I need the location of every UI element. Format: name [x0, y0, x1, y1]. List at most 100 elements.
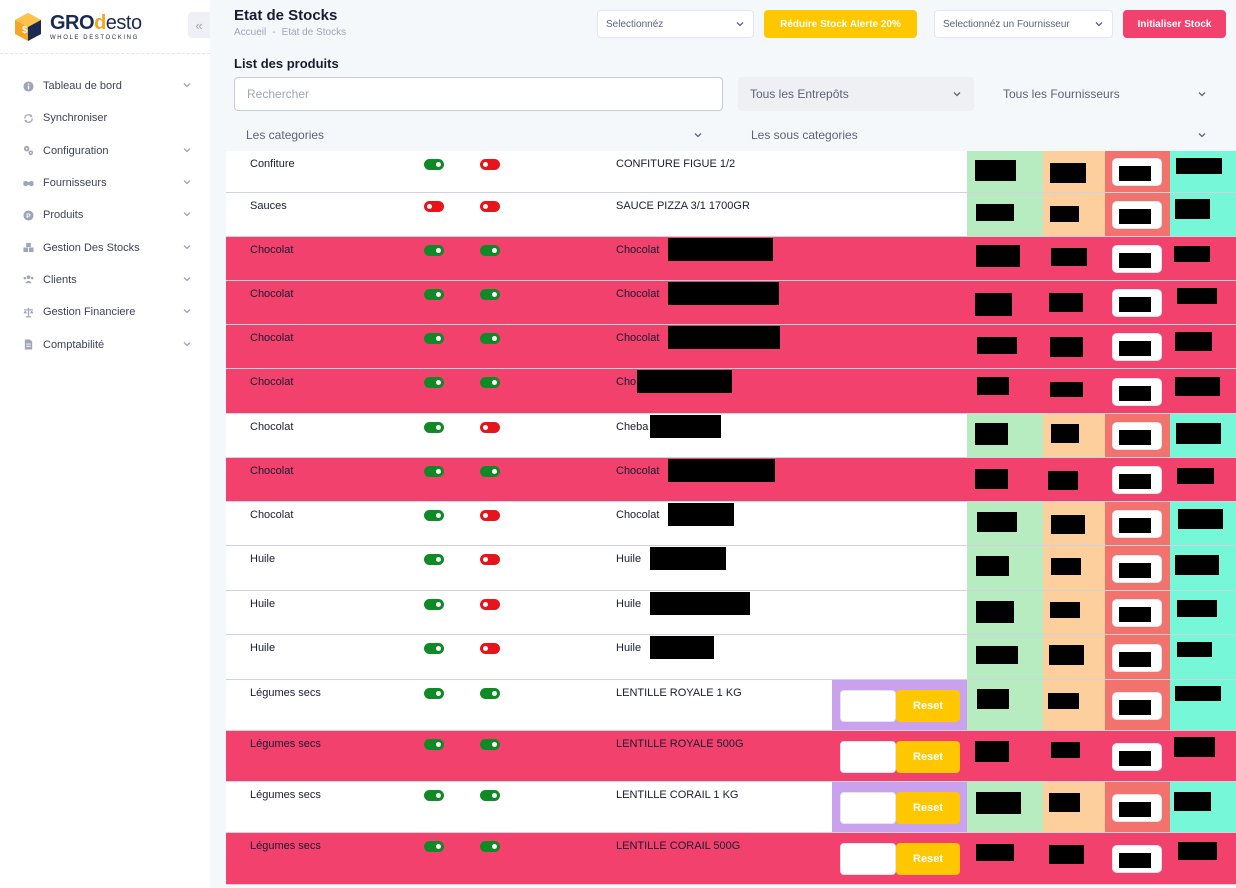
visibility-toggle[interactable]	[480, 201, 500, 212]
redacted-value	[977, 689, 1009, 709]
redacted-value	[975, 423, 1008, 445]
visibility-toggle[interactable]	[480, 688, 500, 699]
status-toggle[interactable]	[424, 333, 444, 344]
adjust-quantity-input[interactable]	[840, 792, 896, 824]
adjust-quantity-input[interactable]	[840, 690, 896, 722]
visibility-toggle[interactable]	[480, 510, 500, 521]
visibility-toggle[interactable]	[480, 739, 500, 750]
status-toggle[interactable]	[424, 643, 444, 654]
visibility-toggle[interactable]	[480, 333, 500, 344]
table-row: Chocolat Chocolat	[226, 325, 1236, 369]
category-cell: Légumes secs	[250, 687, 321, 699]
sidebar-item-label: Clients	[43, 273, 77, 286]
stock-quantity-box[interactable]	[1112, 289, 1162, 317]
visibility-toggle[interactable]	[480, 159, 500, 170]
redacted-value	[1050, 206, 1079, 222]
stock-quantity-box[interactable]	[1112, 333, 1162, 361]
status-toggle[interactable]	[424, 688, 444, 699]
select-dropdown[interactable]: Selectionnéz	[597, 10, 754, 38]
sidebar-item-produits[interactable]: P Produits	[0, 199, 210, 231]
sidebar-menu: Tableau de bord Synchroniser Configuration…	[0, 70, 210, 361]
stock-quantity-box[interactable]	[1112, 158, 1162, 186]
breadcrumb-home[interactable]: Accueil	[234, 27, 267, 38]
redacted-value	[976, 245, 1020, 267]
supplier-filter[interactable]: Tous les Fournisseurs	[991, 77, 1219, 111]
stock-quantity-box[interactable]	[1112, 743, 1162, 771]
visibility-toggle[interactable]	[480, 245, 500, 256]
stock-quantity-box[interactable]	[1112, 599, 1162, 627]
redacted-value	[1175, 199, 1210, 219]
product-name-cell: Cheba	[616, 421, 649, 433]
stock-quantity-box[interactable]	[1112, 422, 1162, 450]
reset-button[interactable]: Reset	[896, 690, 960, 722]
reset-button[interactable]: Reset	[896, 792, 960, 824]
table-row: Chocolat Chocolat	[226, 502, 1236, 546]
adjust-quantity-input[interactable]	[840, 843, 896, 875]
category-filter[interactable]: Les categories	[234, 118, 715, 152]
status-toggle[interactable]	[424, 159, 444, 170]
visibility-toggle[interactable]	[480, 466, 500, 477]
product-name-cell: Cho	[616, 376, 637, 388]
status-toggle[interactable]	[424, 510, 444, 521]
reduce-stock-alert-button[interactable]: Réduire Stock Alerte 20%	[764, 10, 917, 38]
visibility-toggle[interactable]	[480, 377, 500, 388]
status-toggle[interactable]	[424, 422, 444, 433]
initialize-stock-button[interactable]: Initialiser Stock	[1123, 10, 1226, 38]
visibility-toggle[interactable]	[480, 643, 500, 654]
reset-button[interactable]: Reset	[896, 843, 960, 875]
svg-text:$: $	[22, 25, 28, 36]
sidebar-item-label: Synchroniser	[43, 112, 108, 125]
status-toggle[interactable]	[424, 599, 444, 610]
stock-quantity-box[interactable]	[1112, 378, 1162, 406]
status-toggle[interactable]	[424, 466, 444, 477]
visibility-toggle[interactable]	[480, 554, 500, 565]
visibility-toggle[interactable]	[480, 422, 500, 433]
redacted-value	[1177, 288, 1217, 304]
stock-quantity-box[interactable]	[1112, 845, 1162, 873]
table-row: Légumes secs LENTILLE ROYALE 1 KG Reset	[226, 680, 1236, 731]
status-toggle[interactable]	[424, 289, 444, 300]
redacted-value	[1051, 558, 1081, 575]
reset-button[interactable]: Reset	[896, 741, 960, 773]
stock-quantity-box[interactable]	[1112, 644, 1162, 672]
category-cell: Chocolat	[250, 244, 294, 256]
adjust-quantity-input[interactable]	[840, 741, 896, 773]
redacted-value	[976, 646, 1018, 664]
sidebar-item-fournisseurs[interactable]: Fournisseurs	[0, 167, 210, 199]
sidebar-item-comptabilite[interactable]: Comptabilité	[0, 328, 210, 360]
status-toggle[interactable]	[424, 790, 444, 801]
visibility-toggle[interactable]	[480, 790, 500, 801]
supplier-select[interactable]: Selectionnéz un Fournisseur	[934, 10, 1113, 38]
table-row: Confiture CONFITURE FIGUE 1/2	[226, 151, 1236, 193]
visibility-toggle[interactable]	[480, 841, 500, 852]
sidebar-item-gestion-financiere[interactable]: Gestion Financiere	[0, 296, 210, 328]
visibility-toggle[interactable]	[480, 289, 500, 300]
stock-quantity-box[interactable]	[1112, 555, 1162, 583]
warehouse-filter[interactable]: Tous les Entrepôts	[738, 77, 974, 111]
stock-quantity-box[interactable]	[1112, 510, 1162, 538]
visibility-toggle[interactable]	[480, 599, 500, 610]
table-row: Chocolat Chocolat	[226, 281, 1236, 325]
sidebar-item-tableau-de-bord[interactable]: Tableau de bord	[0, 70, 210, 102]
status-toggle[interactable]	[424, 245, 444, 256]
stock-quantity-box[interactable]	[1112, 245, 1162, 273]
stock-quantity-box[interactable]	[1112, 794, 1162, 822]
sidebar-item-configuration[interactable]: Configuration	[0, 135, 210, 167]
sidebar-collapse-button[interactable]: «	[188, 12, 210, 38]
stock-quantity-box[interactable]	[1112, 692, 1162, 720]
redacted-value	[976, 601, 1014, 623]
status-toggle[interactable]	[424, 739, 444, 750]
chevron-down-icon	[1197, 89, 1207, 99]
status-toggle[interactable]	[424, 554, 444, 565]
sidebar-item-synchroniser[interactable]: Synchroniser	[0, 102, 210, 134]
stock-quantity-box[interactable]	[1112, 201, 1162, 229]
status-toggle[interactable]	[424, 841, 444, 852]
sidebar-item-gestion-des-stocks[interactable]: Gestion Des Stocks	[0, 231, 210, 263]
stock-quantity-box[interactable]	[1112, 466, 1162, 494]
search-input[interactable]	[234, 77, 723, 111]
redacted-value	[977, 512, 1017, 532]
subcategory-filter[interactable]: Les sous categories	[739, 118, 1219, 152]
sidebar-item-clients[interactable]: Clients	[0, 264, 210, 296]
status-toggle[interactable]	[424, 201, 444, 212]
status-toggle[interactable]	[424, 377, 444, 388]
